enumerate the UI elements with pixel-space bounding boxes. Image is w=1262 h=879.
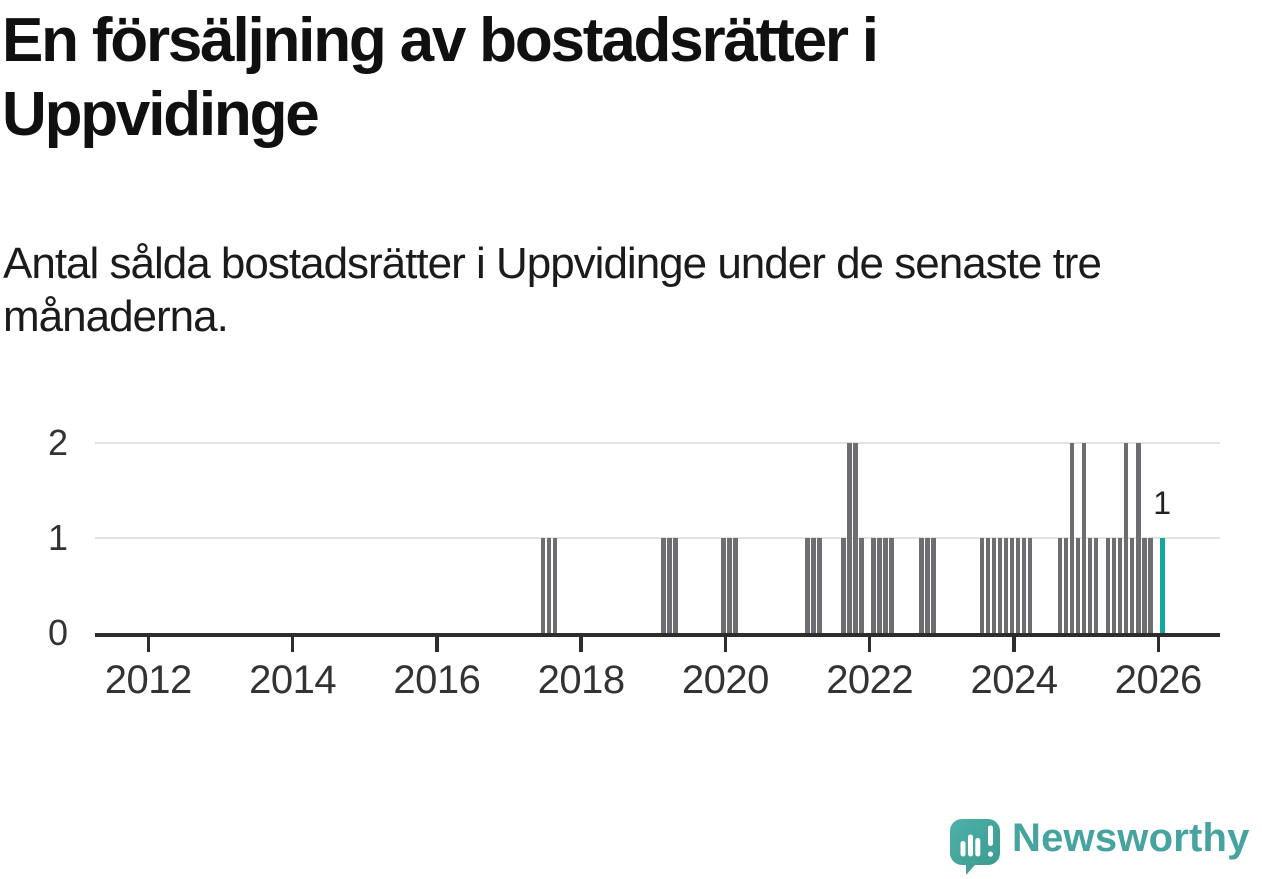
y-gridline: [95, 442, 1220, 444]
y-tick-label: 0: [47, 612, 68, 653]
bar-2025-10: [1141, 538, 1147, 633]
bar-2022-04: [889, 538, 895, 633]
bar-2025-06: [1117, 538, 1123, 633]
bar-2022-11: [931, 538, 937, 633]
highlight-bar: [1159, 538, 1165, 633]
bar-2021-08: [841, 538, 846, 633]
bar-2024-01: [1015, 538, 1021, 633]
bar-2020-02: [733, 538, 738, 633]
bar-2023-08: [985, 538, 991, 633]
bar-2021-10: [853, 443, 858, 633]
bar-2025-08: [1129, 538, 1135, 633]
bar-2025-09: [1135, 443, 1141, 633]
bar-2019-12: [721, 538, 726, 633]
chart-title: En försäljning av bostadsrätter i Uppvid…: [2, 6, 879, 149]
y-tick-label: 1: [47, 517, 68, 558]
x-tick-label: 2016: [393, 658, 481, 702]
bar-2023-11: [1003, 538, 1009, 633]
x-axis-line: [95, 633, 1220, 637]
x-tick-mark: [723, 633, 728, 652]
newsworthy-logo: Newsworthy: [938, 806, 1262, 879]
bar-2022-02: [877, 538, 882, 633]
bar-2022-09: [919, 538, 925, 633]
x-tick-mark: [146, 633, 151, 652]
bar-value-label: 1: [1153, 485, 1172, 521]
x-tick-mark: [435, 633, 439, 652]
bar-2023-10: [997, 538, 1003, 633]
bar-2023-07: [979, 538, 985, 633]
x-tick-mark: [867, 633, 872, 652]
bar-2024-12: [1081, 443, 1087, 633]
bar-2020-01: [727, 538, 732, 633]
bar-2019-02: [660, 538, 666, 633]
y-gridline: [95, 537, 1220, 539]
bar-2024-03: [1027, 538, 1033, 633]
bar-2017-07: [546, 538, 552, 633]
bar-2021-09: [847, 443, 852, 633]
bar-2025-11: [1147, 538, 1153, 633]
bar-2019-04: [672, 538, 678, 633]
bar-2021-11: [859, 538, 864, 633]
bar-2019-03: [666, 538, 672, 633]
bar-2017-08: [552, 538, 558, 633]
bar-2025-02: [1093, 538, 1099, 633]
bar-2022-03: [883, 538, 888, 633]
bar-2024-11: [1075, 538, 1081, 633]
bar-2021-03: [811, 538, 816, 633]
bar-2024-10: [1069, 443, 1075, 633]
bar-2021-04: [817, 538, 822, 633]
bar-2024-02: [1021, 538, 1027, 633]
x-tick-mark: [1012, 633, 1016, 652]
bar-2023-09: [991, 538, 997, 633]
y-tick-label: 2: [47, 422, 68, 463]
x-tick-mark: [1156, 633, 1160, 652]
chart-subtitle: Antal sålda bostadsrätter i Uppvidinge u…: [3, 239, 1102, 341]
bar-2025-04: [1105, 538, 1111, 633]
bar-2022-10: [925, 538, 931, 633]
x-tick-label: 2020: [681, 658, 769, 702]
x-tick-label: 2026: [1114, 658, 1202, 702]
x-tick-mark: [290, 633, 295, 652]
newsworthy-logo-icon: [950, 819, 1000, 875]
x-tick-label: 2012: [104, 658, 192, 702]
bar-2024-09: [1063, 538, 1069, 633]
bar-2025-05: [1111, 538, 1117, 633]
x-tick-label: 2024: [970, 658, 1058, 702]
x-tick-label: 2022: [826, 658, 914, 702]
bar-2025-01: [1087, 538, 1093, 633]
bar-2023-12: [1009, 538, 1015, 633]
bar-2025-07: [1123, 443, 1129, 633]
bar-2022-01: [871, 538, 876, 633]
bar-2021-02: [805, 538, 810, 633]
bar-2024-08: [1057, 538, 1063, 633]
x-tick-label: 2018: [537, 658, 625, 702]
newsworthy-wordmark: Newsworthy: [1012, 816, 1250, 860]
x-tick-mark: [579, 633, 583, 652]
bar-2017-06: [540, 538, 546, 633]
x-tick-label: 2014: [249, 658, 337, 702]
